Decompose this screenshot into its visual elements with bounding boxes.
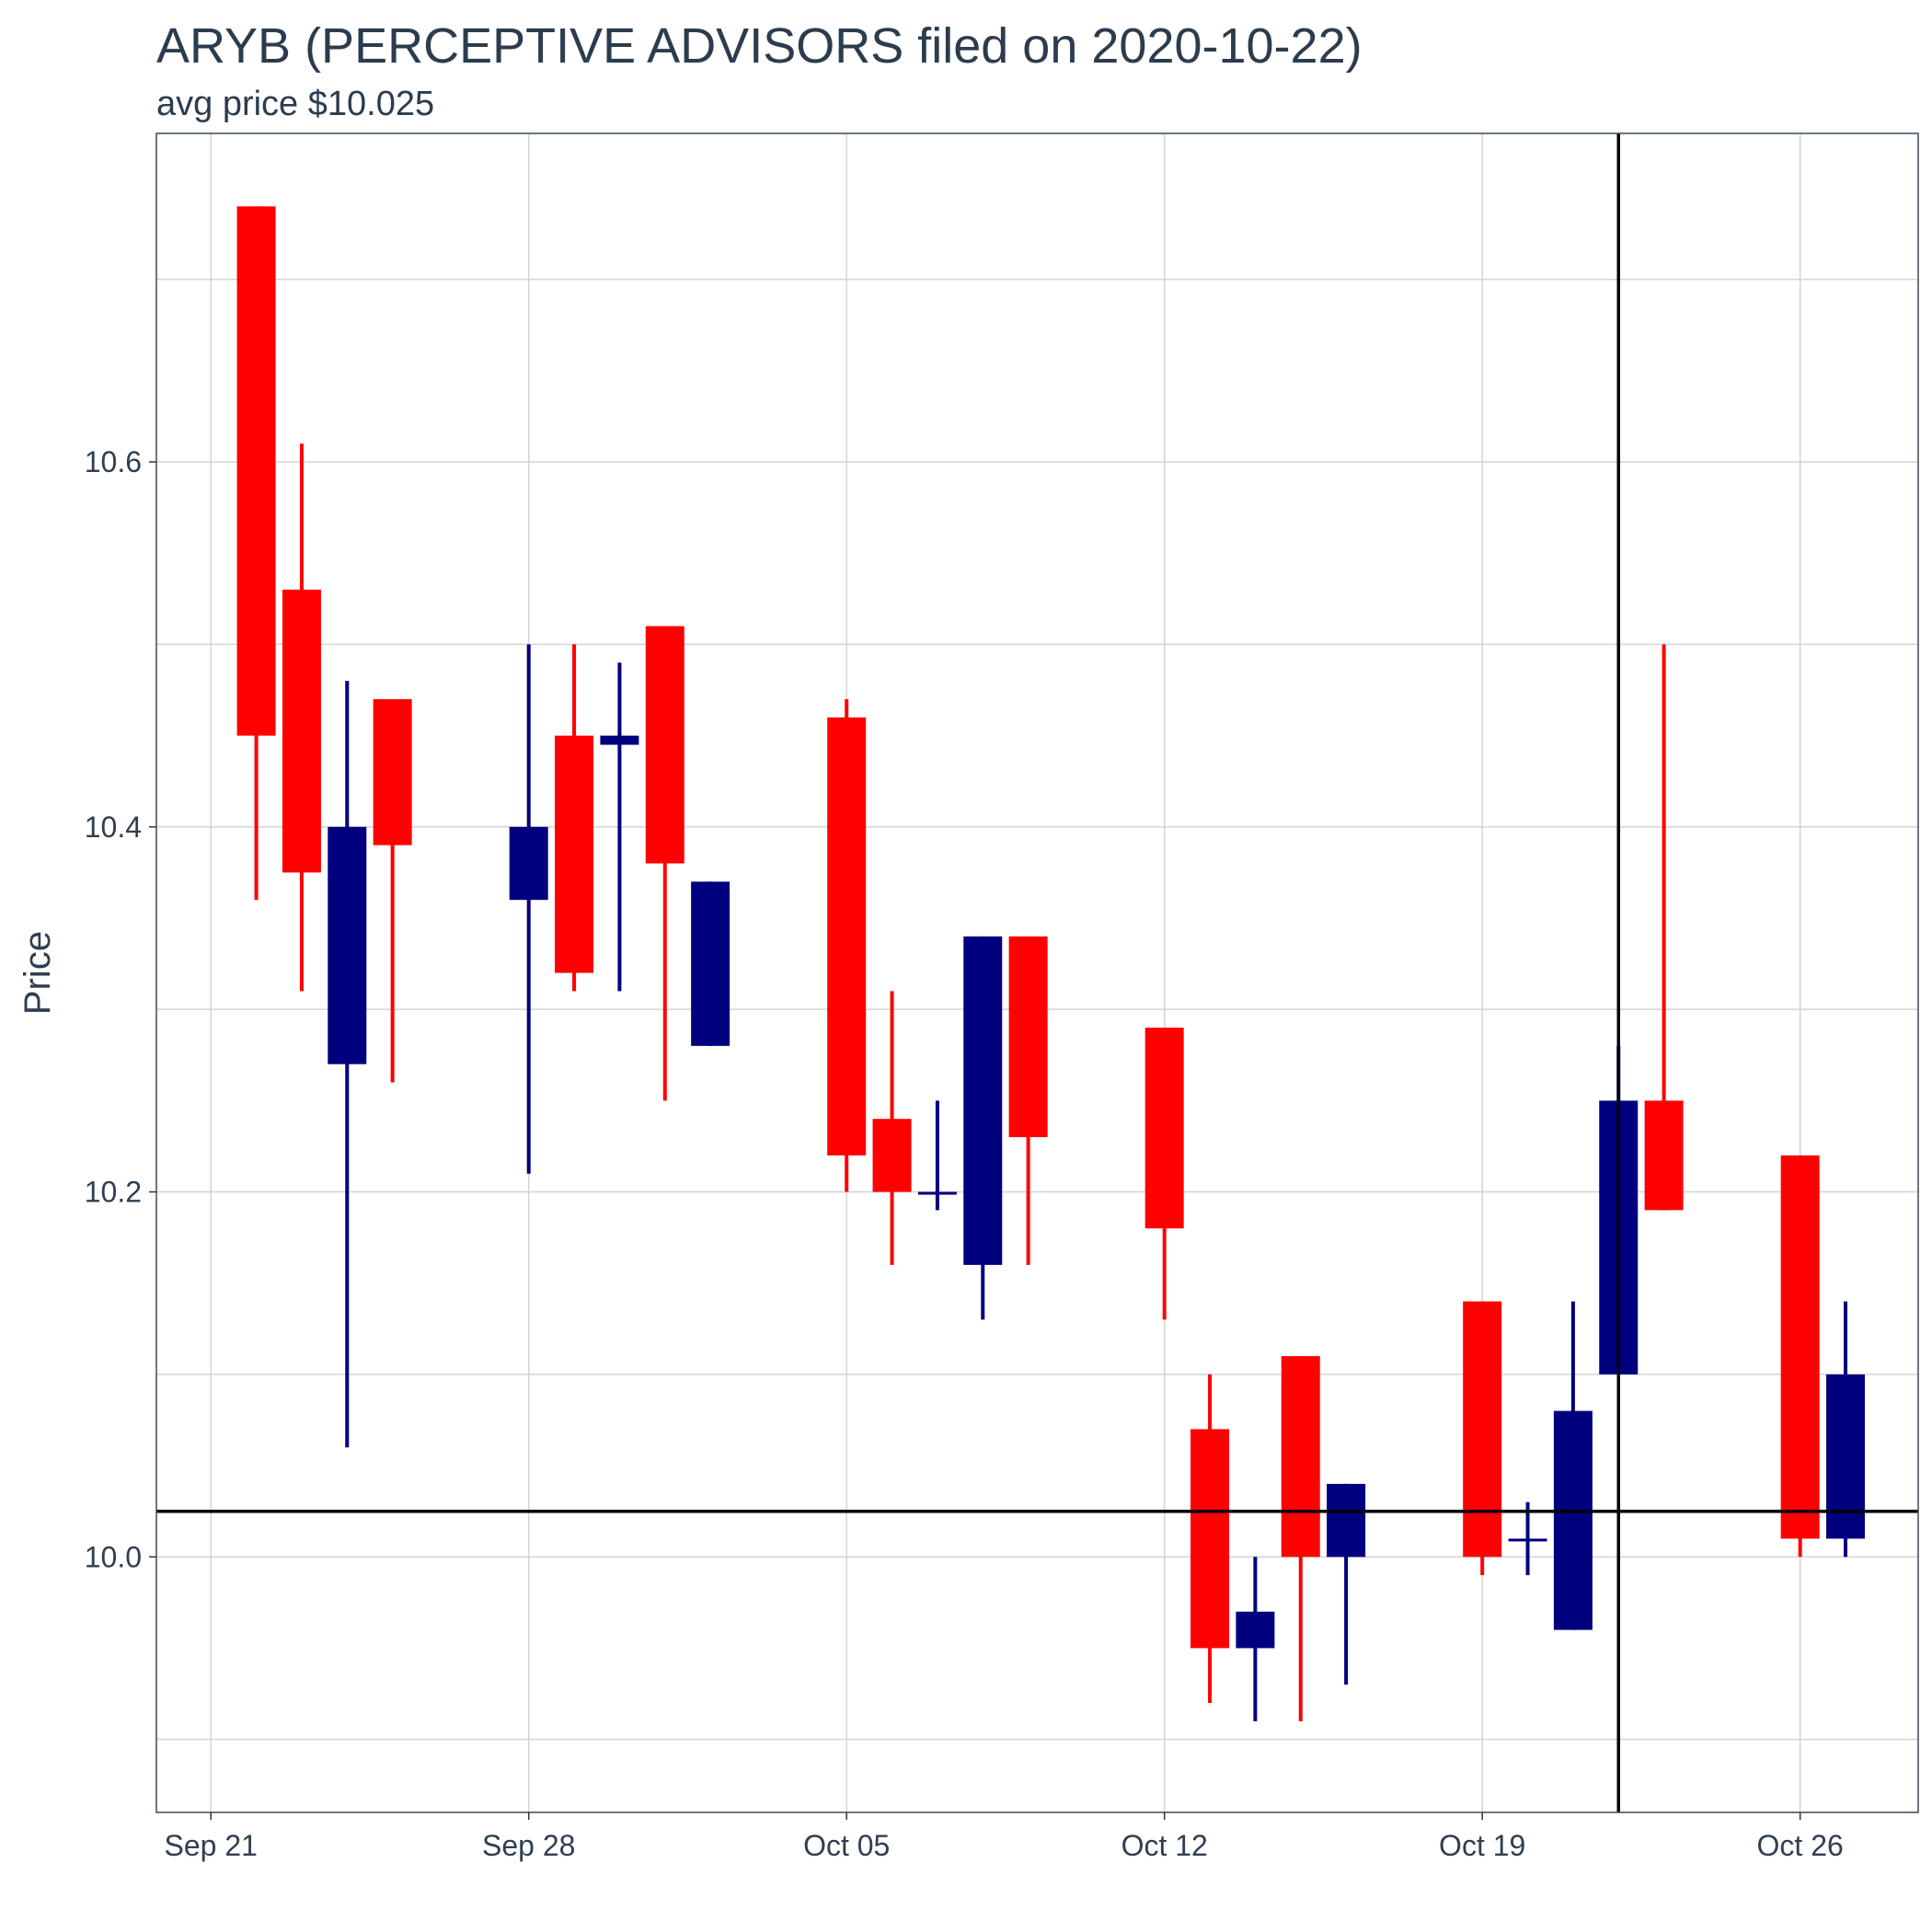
- candle: [1281, 1356, 1320, 1721]
- candle-body: [373, 698, 412, 845]
- candle: [600, 662, 639, 992]
- candle: [555, 644, 594, 992]
- candle-body: [282, 589, 321, 873]
- candle-body: [328, 826, 367, 1064]
- y-tick-label: 10.2: [85, 1176, 142, 1209]
- candle: [373, 698, 412, 1083]
- candle: [1553, 1301, 1593, 1630]
- candle-body: [555, 735, 594, 973]
- candle: [1190, 1374, 1230, 1703]
- candle: [827, 698, 867, 1192]
- candle: [236, 206, 276, 901]
- x-tick-label: Sep 21: [165, 1829, 258, 1862]
- candle: [645, 626, 684, 1101]
- candle: [509, 644, 548, 1174]
- candle-body: [917, 1191, 957, 1195]
- candle-body: [1553, 1410, 1593, 1630]
- candle-body: [1508, 1538, 1547, 1542]
- candles: [236, 206, 1866, 1721]
- candle-body: [1190, 1429, 1230, 1649]
- candle-body: [827, 717, 867, 1156]
- candle: [1780, 1155, 1820, 1558]
- candle-body: [1327, 1483, 1366, 1558]
- candle: [691, 881, 730, 1046]
- reference-lines: [156, 133, 1918, 1812]
- candle: [917, 1100, 957, 1211]
- candle-body: [600, 735, 639, 745]
- y-tick-label: 10.4: [85, 811, 142, 844]
- y-tick-label: 10.6: [85, 445, 142, 478]
- chart-subtitle: avg price $10.025: [156, 85, 435, 123]
- candle: [1144, 1028, 1184, 1320]
- candle-body: [691, 881, 730, 1046]
- axes: 10.0 10.2 10.4 10.6 Sep 21 Sep 28 Oct 05 Oct 12…: [85, 445, 1844, 1862]
- x-tick-label: Oct 05: [803, 1829, 890, 1862]
- candle-body: [872, 1119, 912, 1192]
- candle: [1236, 1557, 1275, 1721]
- chart-title: ARYB (PERCEPTIVE ADVISORS filed on 2020-…: [156, 18, 1363, 74]
- candle: [1826, 1301, 1866, 1558]
- candle: [1463, 1301, 1502, 1576]
- panel-border: [155, 132, 1919, 1813]
- candle: [1644, 644, 1684, 1211]
- candle: [282, 443, 321, 992]
- candle: [328, 681, 367, 1448]
- x-tick-label: Oct 12: [1121, 1829, 1208, 1862]
- candle-body: [1236, 1611, 1275, 1649]
- candle: [963, 936, 1003, 1320]
- candle-body: [1281, 1356, 1320, 1558]
- candle-body: [1144, 1028, 1184, 1229]
- x-tick-label: Sep 28: [482, 1829, 575, 1862]
- y-axis-title: Price: [17, 931, 58, 1015]
- x-tick-label: Oct 26: [1757, 1829, 1844, 1862]
- candle-body: [1780, 1155, 1820, 1539]
- candle: [1508, 1501, 1547, 1576]
- candle-body: [1826, 1374, 1866, 1539]
- candle-body: [645, 626, 684, 864]
- candle-body: [1008, 936, 1048, 1138]
- y-tick-label: 10.0: [85, 1540, 142, 1573]
- candle-body: [1463, 1301, 1502, 1558]
- candle: [1327, 1483, 1366, 1685]
- x-tick-label: Oct 19: [1439, 1829, 1525, 1862]
- candle-body: [236, 206, 276, 736]
- candle-body: [1644, 1100, 1684, 1211]
- candle-body: [963, 936, 1003, 1265]
- candle: [872, 991, 912, 1265]
- candle: [1008, 936, 1048, 1265]
- candle-body: [509, 826, 548, 901]
